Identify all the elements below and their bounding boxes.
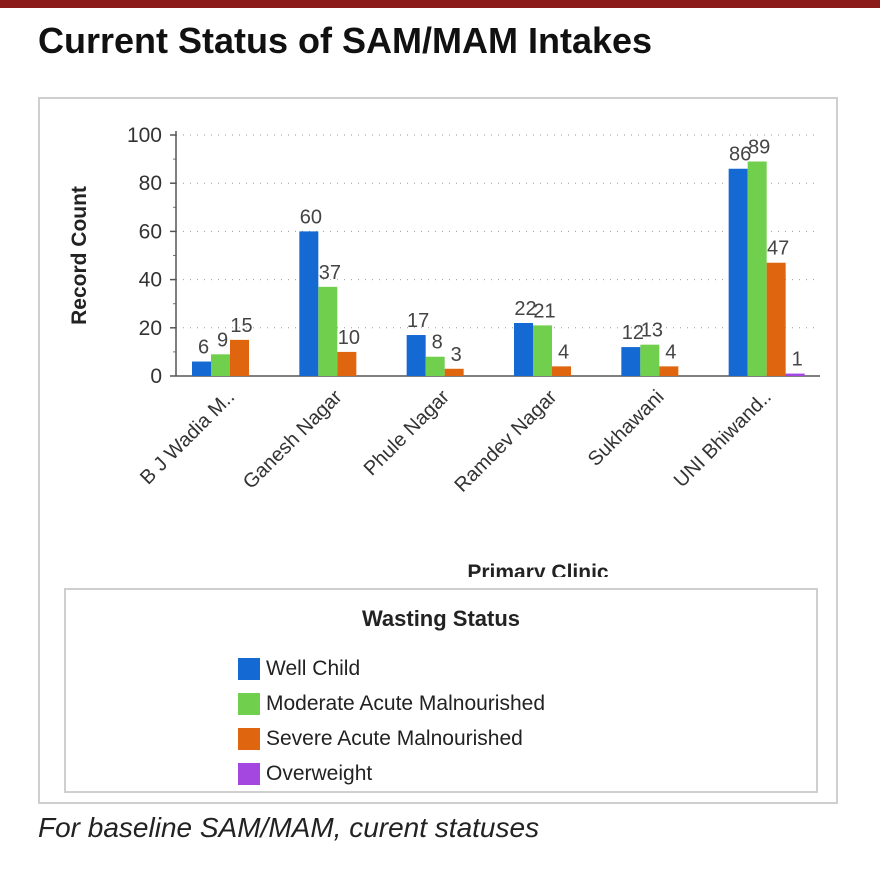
data-label: 15 [230, 315, 252, 337]
data-label: 9 [217, 329, 228, 351]
y-tick-label: 60 [139, 220, 162, 243]
legend-swatch [238, 658, 260, 680]
x-tick-label: Sukhawani [584, 386, 669, 471]
legend-item: Severe Acute Malnourished [238, 724, 523, 754]
bar-well-child [514, 322, 533, 376]
y-axis-label: Record Count [68, 186, 91, 325]
x-tick-label: Ramdev Nagar [451, 386, 562, 497]
legend-label: Well Child [266, 657, 361, 680]
legend-item: Overweight [238, 759, 372, 789]
legend-label: Moderate Acute Malnourished [266, 692, 545, 715]
x-tick-label: Ganesh Nagar [239, 386, 347, 494]
page-title: Current Status of SAM/MAM Intakes [38, 20, 653, 61]
legend-swatch [238, 728, 260, 750]
data-label: 60 [300, 206, 322, 228]
data-label: 13 [641, 320, 663, 342]
bar-well-child [192, 361, 211, 376]
data-label: 86 [729, 144, 751, 166]
y-tick-label: 100 [127, 124, 162, 147]
data-label: 4 [665, 341, 676, 363]
data-label: 10 [338, 327, 360, 349]
bar-moderate-acute-malnourished [425, 356, 445, 376]
bar-severe-acute-malnourished [552, 366, 571, 376]
y-tick-label: 80 [139, 172, 162, 195]
y-tick-label: 20 [139, 317, 162, 340]
bar-severe-acute-malnourished [337, 351, 357, 376]
data-label: 3 [451, 344, 462, 366]
bar-severe-acute-malnourished [766, 262, 786, 376]
bar-moderate-acute-malnourished [318, 286, 338, 376]
data-label: 89 [748, 137, 770, 159]
x-tick-label: Phule Nagar [360, 386, 454, 480]
data-label: 6 [198, 337, 209, 359]
legend-swatch [238, 763, 260, 785]
data-label: 47 [767, 238, 789, 260]
data-label: 37 [319, 262, 341, 284]
data-label: 17 [407, 310, 429, 332]
legend-title: Wasting Status [361, 606, 521, 631]
chart-caption: For baseline SAM/MAM, curent statuses [38, 812, 540, 843]
data-label: 4 [558, 341, 569, 363]
bar-well-child [406, 335, 426, 376]
legend-label: Severe Acute Malnourished [266, 727, 523, 750]
bar-severe-acute-malnourished [444, 368, 464, 376]
legend-item: Moderate Acute Malnourished [238, 689, 545, 719]
bar-moderate-acute-malnourished [211, 354, 230, 376]
bar-severe-acute-malnourished [659, 366, 679, 376]
data-label: 1 [792, 349, 803, 371]
bar-overweight [785, 373, 805, 376]
top-accent-bar [0, 0, 880, 8]
x-axis-label: Primary Clinic [467, 561, 609, 577]
legend-label: Overweight [266, 762, 373, 785]
bar-chart: 0 20 40 60 80 100 Record Count 6 915 B J Wadia M.… [68, 124, 820, 577]
chart-legend: Wasting Status Well Child Moderate Acute … [64, 588, 818, 793]
y-tick-label: 40 [139, 269, 162, 292]
data-label: 8 [432, 332, 443, 354]
bar-well-child [299, 231, 319, 376]
y-tick-label: 0 [150, 365, 162, 388]
x-tick-label: UNI Bhiwand.. [670, 386, 776, 492]
bar-well-child [621, 347, 641, 376]
data-label: 22 [514, 298, 536, 320]
legend-item: Well Child [238, 654, 360, 684]
bar-severe-acute-malnourished [230, 339, 249, 376]
x-tick-label: B J Wadia M.. [136, 386, 239, 489]
data-label: 21 [533, 300, 555, 322]
bar-well-child [728, 168, 748, 376]
bar-moderate-acute-malnourished [640, 344, 660, 376]
legend-swatch [238, 693, 260, 715]
bar-moderate-acute-malnourished [747, 161, 767, 376]
data-label: 12 [622, 322, 644, 344]
bar-moderate-acute-malnourished [533, 325, 552, 376]
